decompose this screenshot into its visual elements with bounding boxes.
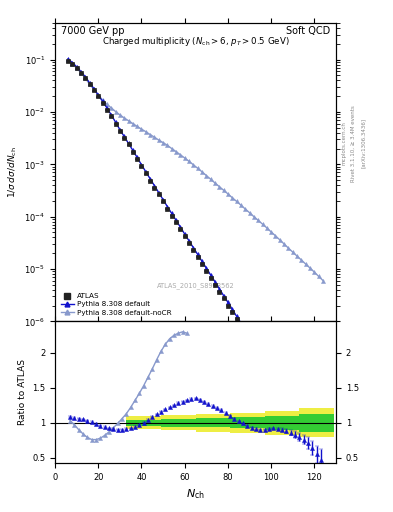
Bar [196,414,230,432]
Y-axis label: Ratio to ATLAS: Ratio to ATLAS [18,359,27,425]
Text: ATLAS_2010_S8918562: ATLAS_2010_S8918562 [157,282,234,289]
Bar [127,420,161,426]
Bar [161,419,196,426]
Text: [arXiv:1306.3436]: [arXiv:1306.3436] [361,118,366,168]
Bar [299,414,334,432]
Bar [230,417,265,429]
Text: 7000 GeV pp: 7000 GeV pp [61,26,124,36]
Text: Rivet 3.1.10, ≥ 3.4M events: Rivet 3.1.10, ≥ 3.4M events [351,105,356,182]
Bar [127,416,161,429]
Y-axis label: $1/\sigma\,d\sigma/dN_\mathrm{ch}$: $1/\sigma\,d\sigma/dN_\mathrm{ch}$ [6,146,18,198]
X-axis label: $N_\mathrm{ch}$: $N_\mathrm{ch}$ [186,487,205,501]
Text: mcplots.cern.ch: mcplots.cern.ch [341,121,346,165]
Bar [196,418,230,428]
Bar [161,415,196,430]
Bar [230,413,265,433]
Bar [265,411,299,435]
Bar [299,408,334,437]
Bar [265,416,299,430]
Text: Charged multiplicity ($N_\mathrm{ch} > 6$, $p_T > 0.5$ GeV): Charged multiplicity ($N_\mathrm{ch} > 6… [102,35,289,48]
Legend: ATLAS, Pythia 8.308 default, Pythia 8.308 default-noCR: ATLAS, Pythia 8.308 default, Pythia 8.30… [59,291,173,318]
Text: Soft QCD: Soft QCD [286,26,331,36]
